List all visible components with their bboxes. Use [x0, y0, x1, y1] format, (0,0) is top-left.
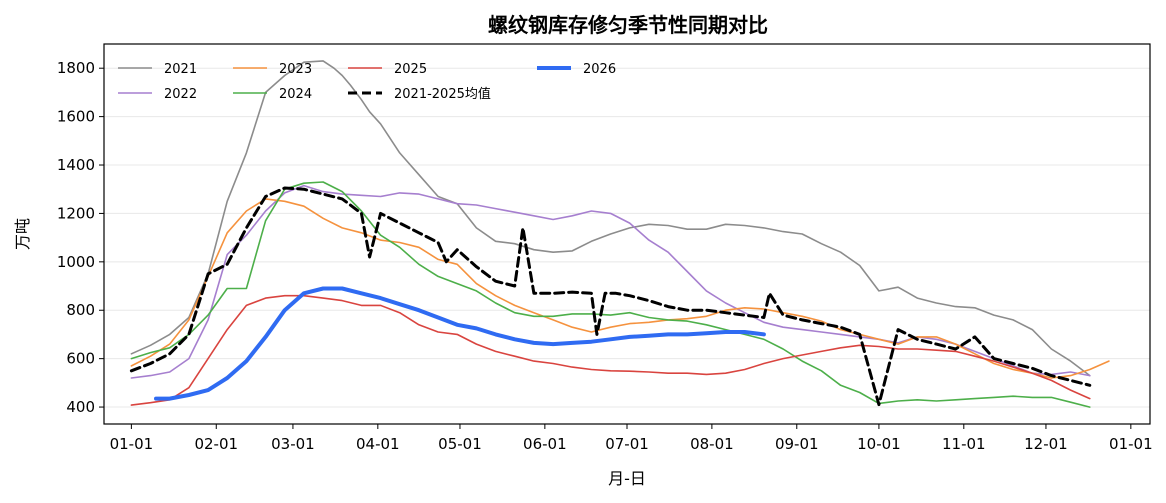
legend-label-2025: 2025 — [394, 62, 427, 77]
x-tick-label-9: 10-01 — [857, 435, 901, 453]
x-tick-label-2: 03-01 — [271, 435, 315, 453]
legend-label-2021-2025均值: 2021-2025均值 — [394, 86, 491, 102]
y-tick-label-6: 1600 — [57, 108, 95, 126]
grid-lines — [104, 67, 1150, 408]
x-axis-ticks: 01-01 02-01 03-01 04-01 05-01 06-01 07-01 08-01… — [110, 424, 1153, 453]
y-tick-label-5: 1400 — [57, 156, 95, 174]
legend: 2021 2022 2023 2024 2025 2021-2025均值 2026 — [118, 62, 616, 102]
series-line-2023 — [130, 198, 1110, 379]
series-line-2021 — [130, 60, 1091, 377]
series-line-2026 — [154, 286, 766, 401]
legend-label-2021: 2021 — [164, 62, 197, 77]
legend-label-2026: 2026 — [583, 62, 616, 77]
x-tick-label-7: 08-01 — [690, 435, 734, 453]
plot-frame — [103, 43, 1151, 425]
x-tick-label-8: 09-01 — [775, 435, 819, 453]
series-line-2021-2025均值 — [129, 186, 1092, 407]
x-axis-label: 月-日 — [608, 469, 646, 488]
chart-title: 螺纹钢库存修匀季节性同期对比 — [488, 13, 768, 37]
y-tick-label-4: 1200 — [57, 204, 95, 222]
x-tick-label-10: 11-01 — [942, 435, 986, 453]
x-tick-label-3: 04-01 — [356, 435, 400, 453]
series-line-2025 — [130, 294, 1091, 406]
x-tick-label-1: 02-01 — [194, 435, 238, 453]
legend-label-2023: 2023 — [279, 62, 312, 77]
y-tick-label-0: 400 — [66, 398, 95, 416]
x-tick-label-12: 01-01 — [1109, 435, 1153, 453]
x-tick-label-4: 05-01 — [438, 435, 482, 453]
y-tick-label-1: 600 — [66, 350, 95, 368]
series-line-2022 — [130, 184, 1091, 379]
y-tick-label-2: 800 — [66, 301, 95, 319]
y-tick-label-7: 1800 — [57, 59, 95, 77]
x-tick-label-0: 01-01 — [110, 435, 154, 453]
legend-label-2022: 2022 — [164, 87, 197, 102]
x-tick-label-11: 12-01 — [1024, 435, 1068, 453]
legend-label-2024: 2024 — [279, 87, 312, 102]
y-tick-label-3: 1000 — [57, 253, 95, 271]
x-tick-label-6: 07-01 — [605, 435, 649, 453]
series-lines — [129, 60, 1110, 408]
x-tick-label-5: 06-01 — [523, 435, 567, 453]
y-axis-label: 万吨 — [13, 218, 32, 250]
y-axis-ticks: 400 600 800 1000 1200 1400 1600 1800 — [57, 59, 104, 416]
